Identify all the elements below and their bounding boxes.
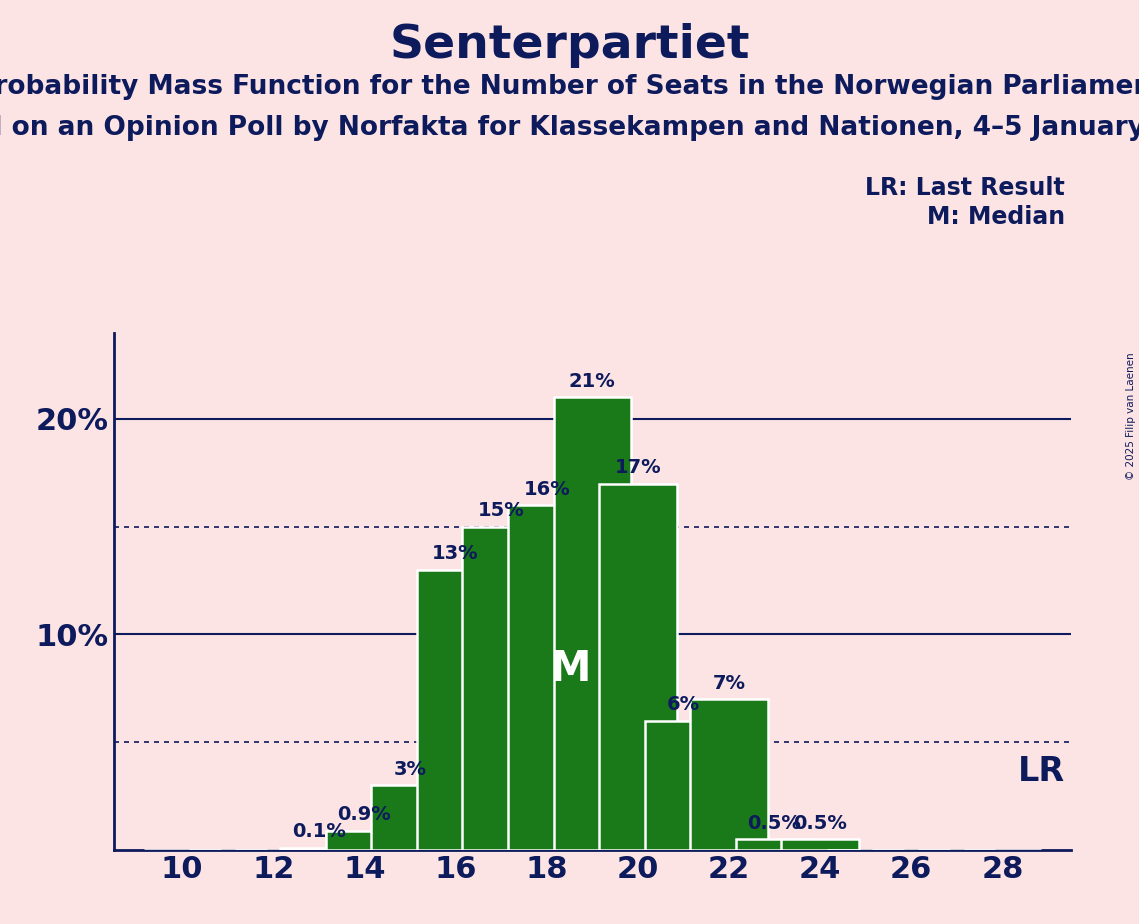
Text: LR: LR — [1018, 755, 1065, 788]
Text: 0.1%: 0.1% — [292, 822, 346, 842]
Text: 16%: 16% — [523, 480, 571, 499]
Text: 6%: 6% — [666, 695, 700, 714]
Text: Senterpartiet: Senterpartiet — [390, 23, 749, 68]
Text: M: Median: M: Median — [927, 205, 1065, 229]
Text: 0.5%: 0.5% — [747, 814, 802, 833]
Text: 13%: 13% — [433, 544, 478, 564]
Bar — [781, 839, 859, 850]
Text: 17%: 17% — [615, 458, 661, 477]
Bar — [508, 505, 585, 850]
Bar — [371, 785, 449, 850]
Bar — [599, 483, 677, 850]
Text: © 2025 Filip van Laenen: © 2025 Filip van Laenen — [1126, 352, 1136, 480]
Text: 0.5%: 0.5% — [793, 814, 847, 833]
Text: 7%: 7% — [713, 674, 745, 693]
Bar — [417, 570, 494, 850]
Bar — [736, 839, 813, 850]
Bar — [280, 848, 358, 850]
Bar — [462, 527, 540, 850]
Bar — [645, 721, 722, 850]
Bar — [326, 831, 403, 850]
Text: M: M — [549, 648, 590, 690]
Text: 3%: 3% — [394, 760, 426, 779]
Text: Probability Mass Function for the Number of Seats in the Norwegian Parliament: Probability Mass Function for the Number… — [0, 74, 1139, 100]
Text: 21%: 21% — [568, 371, 616, 391]
Text: 0.9%: 0.9% — [337, 805, 392, 824]
Text: Based on an Opinion Poll by Norfakta for Klassekampen and Nationen, 4–5 January : Based on an Opinion Poll by Norfakta for… — [0, 115, 1139, 140]
Bar — [690, 699, 768, 850]
Text: LR: Last Result: LR: Last Result — [866, 176, 1065, 200]
Text: 15%: 15% — [477, 501, 525, 520]
Bar — [554, 397, 631, 850]
